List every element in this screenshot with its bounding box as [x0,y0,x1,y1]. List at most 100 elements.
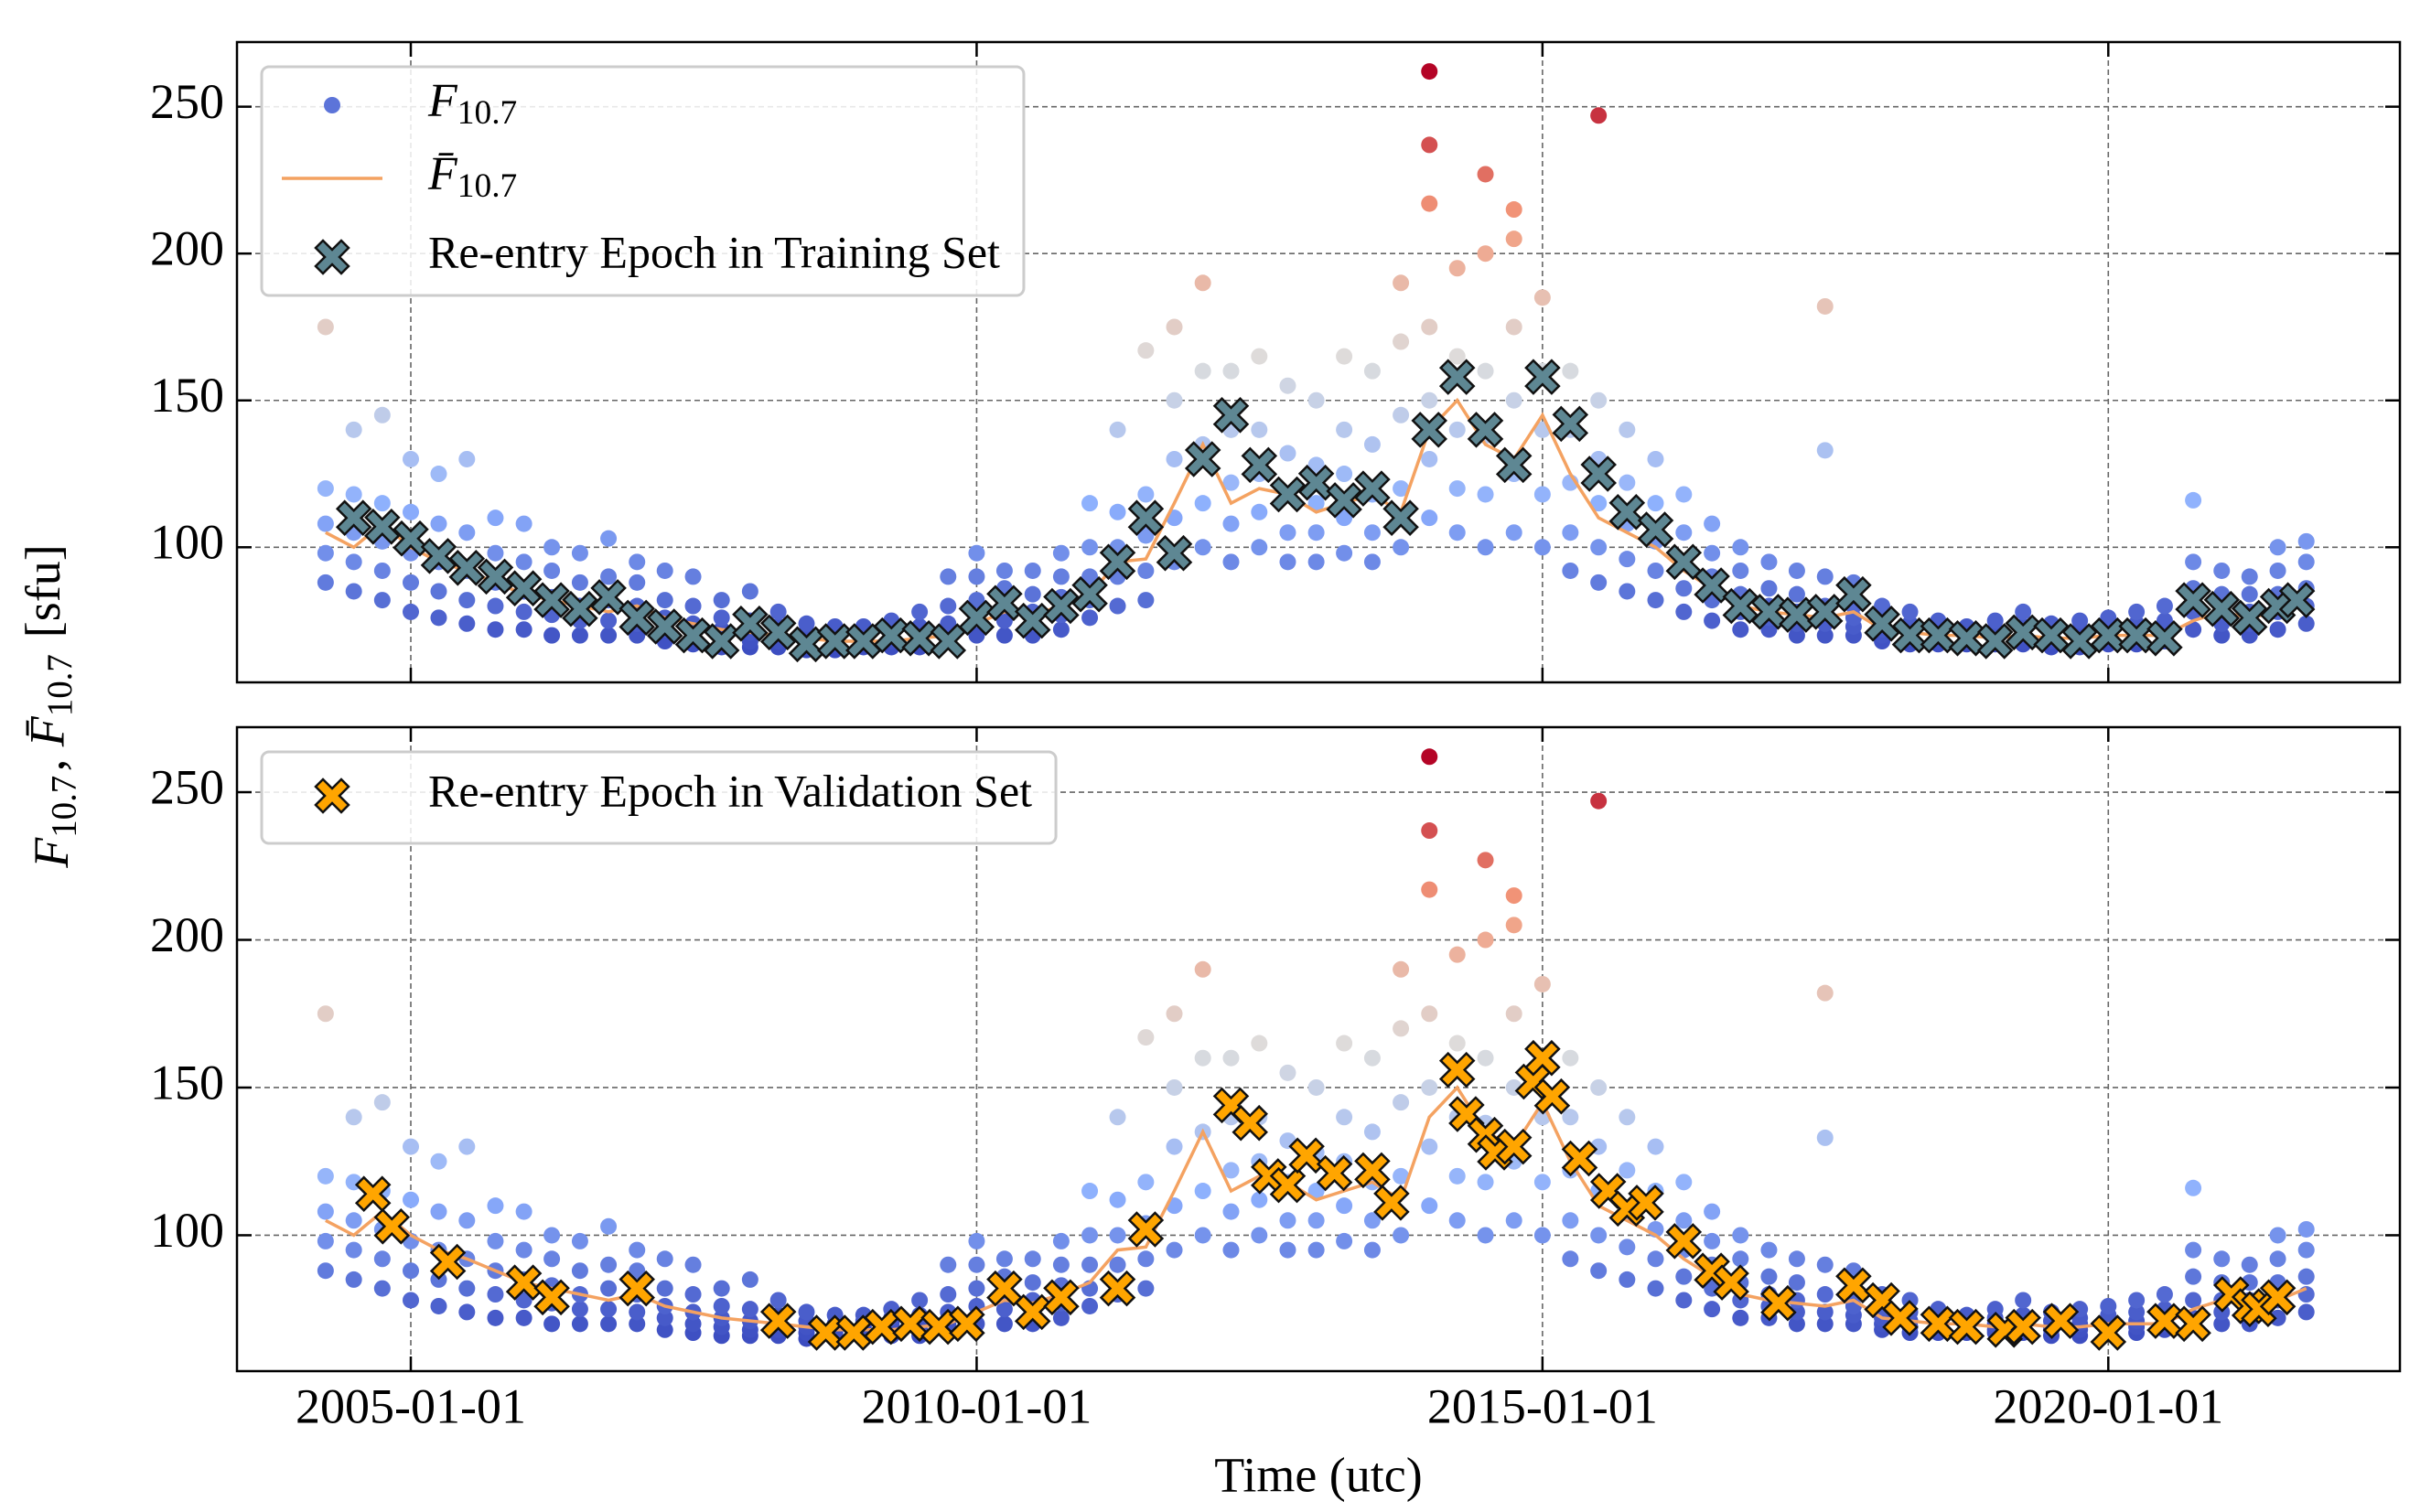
flux-point [741,1301,758,1318]
flux-point [1562,562,1579,579]
flux-point [1477,1174,1494,1191]
flux-point [1194,1227,1211,1244]
reentry-marker [1184,441,1221,477]
flux-point [656,1280,673,1297]
flux-point [1109,597,1126,615]
flux-point [1675,1268,1693,1285]
flux-point [2156,1286,2173,1303]
flux-point [968,1280,985,1297]
flux-point [373,592,391,609]
flux-point [1760,621,1778,638]
reentry-marker [2259,1279,2297,1316]
flux-point [1222,553,1240,571]
reentry-series [354,1039,2297,1351]
reentry-marker [949,1305,985,1343]
reentry-marker [1438,359,1476,395]
flux-point [1109,421,1126,438]
reentry-marker [533,1279,570,1316]
reentry-marker [1269,1166,1307,1204]
flux-point [1505,231,1522,248]
flux-point [515,1241,532,1259]
flux-point [373,1280,391,1297]
reentry-marker [354,1175,392,1212]
flux-point [1619,1162,1636,1179]
flux-point [515,621,532,638]
flux-point [1251,1227,1268,1244]
flux-point [1533,975,1551,992]
x-axis-label: Time (utc) [1214,1447,1423,1502]
flux-point [1137,592,1155,609]
flux-point [1505,1005,1522,1023]
flux-point [629,1303,646,1321]
flux-point [629,627,646,644]
flux-point [458,1280,476,1297]
flux-point [1421,822,1438,840]
flux-point [940,1256,957,1273]
flux-point [1166,1005,1183,1023]
flux-point [487,509,504,527]
flux-point [713,609,730,627]
flux-point [1619,421,1636,438]
flux-point [684,568,702,585]
flux-point [1137,486,1155,503]
flux-point [629,1241,646,1259]
flux-point [1336,348,1353,365]
flux-point [940,597,957,615]
flux-point [317,1005,334,1023]
flux-point [1619,1109,1636,1126]
flux-point [1307,1183,1325,1200]
flux-point [629,553,646,571]
legend-label: F10.7 [427,71,522,132]
flux-point [1137,342,1155,359]
x-tick-label: 2020-01-01 [1993,1378,2223,1433]
flux-point [1081,609,1099,627]
reentry-marker [1713,1264,1749,1301]
flux-point [2100,609,2117,627]
flux-point [1619,583,1636,600]
flux-point [1081,1256,1099,1273]
reentry-marker [1127,499,1165,536]
flux-point [1590,107,1608,124]
flux-point [2241,585,2258,603]
flux-point [403,603,420,620]
flux-point [2185,491,2202,509]
flux-point [600,1280,618,1297]
flux-point [2269,1227,2286,1244]
flux-point [968,544,985,562]
flux-point [629,1262,646,1280]
flux-point [2128,603,2146,620]
flux-point [1194,960,1211,978]
flux-point [629,1315,646,1333]
flux-point [403,503,420,520]
flux-point [1477,166,1494,183]
x-tick-label: 2015-01-01 [1427,1378,1658,1433]
flux-point [515,1309,532,1326]
flux-point [1393,1020,1410,1037]
flux-point [1647,1250,1664,1268]
flux-point [2269,1250,2286,1268]
flux-point [458,1303,476,1321]
reentry-marker [619,1270,655,1307]
reentry-marker [703,623,740,659]
flux-point [515,1203,532,1220]
flux-point [1052,544,1070,562]
flux-point [1788,562,1805,579]
flux-point [1448,1167,1466,1185]
flux-point [1024,585,1041,603]
flux-point [1052,621,1070,638]
flux-point [1109,1191,1126,1208]
reentry-marker [1524,1039,1561,1077]
flux-point [1562,1109,1579,1126]
flux-point [1448,946,1466,963]
flux-point [2128,1292,2146,1309]
flux-point [1505,201,1522,219]
flux-point [1647,450,1664,467]
flux-point [1704,1232,1721,1249]
flux-point [487,621,504,638]
flux-point [317,1203,334,1220]
flux-point [487,1232,504,1249]
flux-point [1393,274,1410,292]
reentry-marker [2231,599,2268,637]
flux-point [713,592,730,609]
